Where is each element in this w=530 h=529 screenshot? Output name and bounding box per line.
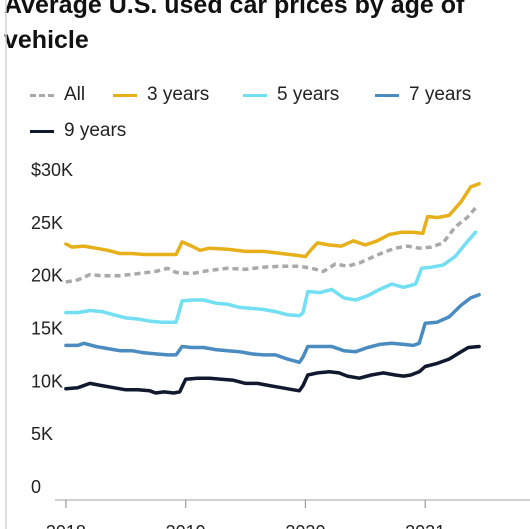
x-tick-label: 2018 — [46, 522, 86, 529]
y-tick-label: $30K — [31, 160, 73, 180]
series-line-5-years — [64, 230, 478, 324]
legend-label: 9 years — [64, 120, 127, 141]
y-tick-label: 5K — [31, 424, 53, 444]
series-line-all — [65, 206, 477, 284]
legend-label: 3 years — [147, 84, 210, 105]
y-tick-label: 0 — [31, 477, 41, 497]
series-line-9-years — [64, 344, 481, 395]
legend-item-7-years: 7 years — [375, 84, 471, 106]
x-tick-label: 2019 — [166, 522, 206, 529]
legend-swatch — [30, 93, 54, 97]
legend-item-3-years: 3 years — [113, 84, 209, 106]
legend-item-all: All — [30, 84, 85, 106]
legend-label: 5 years — [277, 84, 340, 105]
legend-label: All — [64, 84, 86, 105]
x-tick-label: 2020 — [285, 522, 325, 529]
series-line-3-years — [64, 181, 481, 259]
legend-label: 7 years — [409, 84, 472, 105]
chart-title: Average U.S. used car prices by age of v… — [4, 0, 465, 54]
legend-swatch — [375, 93, 399, 97]
y-tick-label: 15K — [31, 319, 63, 339]
legend-swatch — [243, 93, 267, 97]
legend-item-5-years: 5 years — [243, 84, 339, 106]
y-tick-label: 10K — [31, 371, 63, 391]
y-tick-label: 20K — [31, 266, 63, 286]
x-tick-label: 2021 — [405, 522, 445, 529]
legend-item-9-years: 9 years — [30, 120, 126, 142]
series-line-7-years — [64, 292, 481, 365]
y-tick-label: 25K — [31, 213, 63, 233]
legend-swatch — [113, 93, 137, 97]
legend-swatch — [30, 129, 54, 133]
